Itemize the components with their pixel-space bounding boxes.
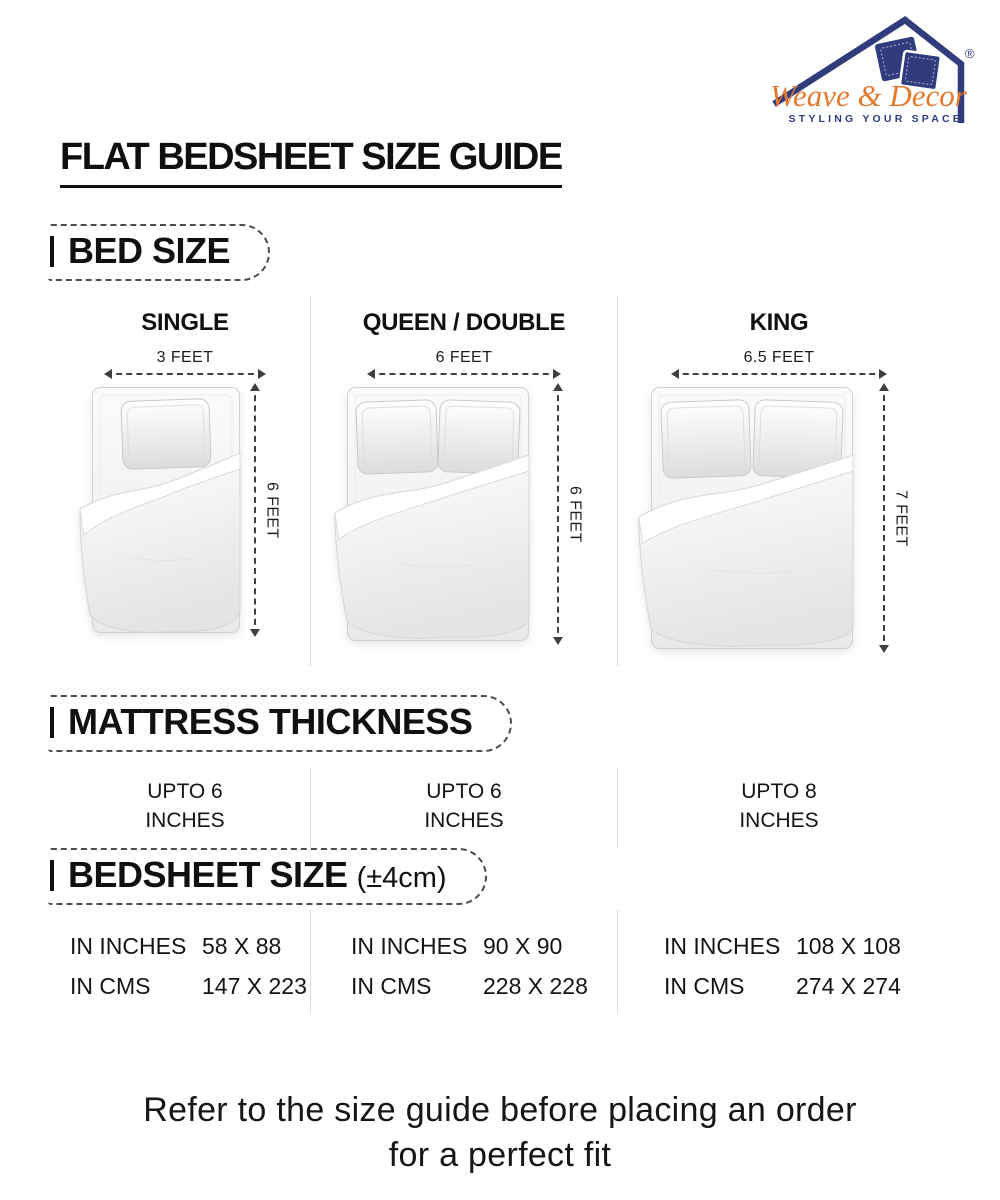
inches-label: IN INCHES bbox=[664, 933, 781, 959]
bedsheet-size-label: BEDSHEET SIZE bbox=[68, 854, 348, 895]
brand-tagline: STYLING YOUR SPACE bbox=[789, 113, 963, 125]
king-bed-illustration bbox=[637, 387, 853, 649]
bed-width-label: 6 FEET bbox=[435, 349, 493, 366]
registered-mark: ® bbox=[965, 46, 975, 61]
inches-value: 90 X 90 bbox=[483, 933, 563, 959]
bedsheet-inches-row: IN INCHES 58 X 88 bbox=[70, 933, 310, 960]
width-arrow bbox=[671, 369, 887, 379]
thickness-value-line1: UPTO 6 bbox=[426, 780, 502, 803]
pillows-icon bbox=[875, 36, 943, 92]
thickness-value-line1: UPTO 8 bbox=[741, 780, 817, 803]
bed-column-single: SINGLE 3 FEET bbox=[60, 296, 310, 666]
bed-width-label: 6.5 FEET bbox=[743, 349, 815, 366]
bedsheet-size-section-header: BEDSHEET SIZE (±4cm) bbox=[48, 848, 487, 905]
bed-height-label: 6 FEET bbox=[566, 485, 584, 543]
bedsheet-cms-row: IN CMS 228 X 228 bbox=[351, 973, 617, 1000]
inches-label: IN INCHES bbox=[351, 933, 468, 959]
bed-size-grid: SINGLE 3 FEET bbox=[60, 296, 940, 666]
bed-name: QUEEN / DOUBLE bbox=[362, 309, 566, 336]
bed-size-section-header: BED SIZE bbox=[48, 224, 271, 281]
house-roof-icon bbox=[772, 16, 964, 107]
bed-name: KING bbox=[749, 309, 809, 336]
thickness-value-line2: INCHES bbox=[739, 809, 819, 832]
cms-value: 228 X 228 bbox=[483, 973, 588, 999]
bedsheet-cms-row: IN CMS 147 X 223 bbox=[70, 973, 310, 1000]
bedsheet-queen-double: IN INCHES 90 X 90 IN CMS 228 X 228 bbox=[310, 910, 617, 1013]
single-bed-illustration bbox=[78, 387, 240, 633]
brand-logo: ® Weave & Decor STYLING YOUR SPACE bbox=[752, 8, 977, 128]
bed-size-label: BED SIZE bbox=[68, 230, 231, 271]
bed-column-queen-double: QUEEN / DOUBLE 6 FEET bbox=[310, 296, 617, 666]
cms-value: 274 X 274 bbox=[796, 973, 901, 999]
thickness-value-line1: UPTO 6 bbox=[147, 780, 223, 803]
brand-name: Weave & Decor bbox=[770, 78, 968, 113]
inches-value: 108 X 108 bbox=[796, 933, 901, 959]
bedsheet-single: IN INCHES 58 X 88 IN CMS 147 X 223 bbox=[60, 910, 310, 1013]
mattress-thickness-label: MATTRESS THICKNESS bbox=[68, 701, 473, 742]
height-arrow bbox=[552, 383, 563, 645]
bed-column-king: KING 6.5 FEET bbox=[617, 296, 940, 666]
bedsheet-inches-row: IN INCHES 90 X 90 bbox=[351, 933, 617, 960]
page-title: FLAT BEDSHEET SIZE GUIDE bbox=[60, 138, 563, 188]
bedsheet-king: IN INCHES 108 X 108 IN CMS 274 X 274 bbox=[617, 910, 940, 1013]
title-block: FLAT BEDSHEET SIZE GUIDE bbox=[60, 138, 563, 188]
bedsheet-inches-row: IN INCHES 108 X 108 bbox=[664, 933, 940, 960]
height-arrow bbox=[249, 383, 260, 637]
footer-note: Refer to the size guide before placing a… bbox=[0, 1088, 1000, 1178]
cms-label: IN CMS bbox=[664, 973, 745, 999]
badge-accent-bar bbox=[50, 707, 54, 738]
thickness-value-line2: INCHES bbox=[145, 809, 225, 832]
thickness-king: UPTO 8 INCHES bbox=[617, 768, 940, 848]
thickness-queen-double: UPTO 6 INCHES bbox=[310, 768, 617, 848]
inches-value: 58 X 88 bbox=[202, 933, 282, 959]
inches-label: IN INCHES bbox=[70, 933, 187, 959]
mattress-thickness-grid: UPTO 6 INCHES UPTO 6 INCHES UPTO 8 INCHE… bbox=[60, 768, 940, 848]
queen-bed-illustration bbox=[333, 387, 529, 641]
footer-line-1: Refer to the size guide before placing a… bbox=[143, 1091, 857, 1129]
footer-line-2: for a perfect fit bbox=[388, 1135, 612, 1174]
badge-accent-bar bbox=[50, 236, 54, 267]
cms-label: IN CMS bbox=[70, 973, 151, 999]
mattress-thickness-section-header: MATTRESS THICKNESS bbox=[48, 695, 513, 752]
bedsheet-cms-row: IN CMS 274 X 274 bbox=[664, 973, 940, 1000]
width-arrow bbox=[367, 369, 561, 379]
bed-name: SINGLE bbox=[141, 309, 229, 336]
thickness-single: UPTO 6 INCHES bbox=[60, 768, 310, 848]
bedsheet-size-tolerance: (±4cm) bbox=[356, 862, 447, 894]
cms-value: 147 X 223 bbox=[202, 973, 307, 999]
badge-accent-bar bbox=[50, 860, 54, 891]
bed-height-label: 7 FEET bbox=[892, 489, 910, 547]
height-arrow bbox=[878, 383, 889, 653]
bed-height-label: 6 FEET bbox=[263, 481, 281, 539]
thickness-value-line2: INCHES bbox=[424, 809, 504, 832]
cms-label: IN CMS bbox=[351, 973, 432, 999]
bed-width-label: 3 FEET bbox=[156, 349, 214, 366]
bedsheet-size-grid: IN INCHES 58 X 88 IN CMS 147 X 223 IN IN… bbox=[60, 910, 940, 1013]
width-arrow bbox=[104, 369, 266, 379]
